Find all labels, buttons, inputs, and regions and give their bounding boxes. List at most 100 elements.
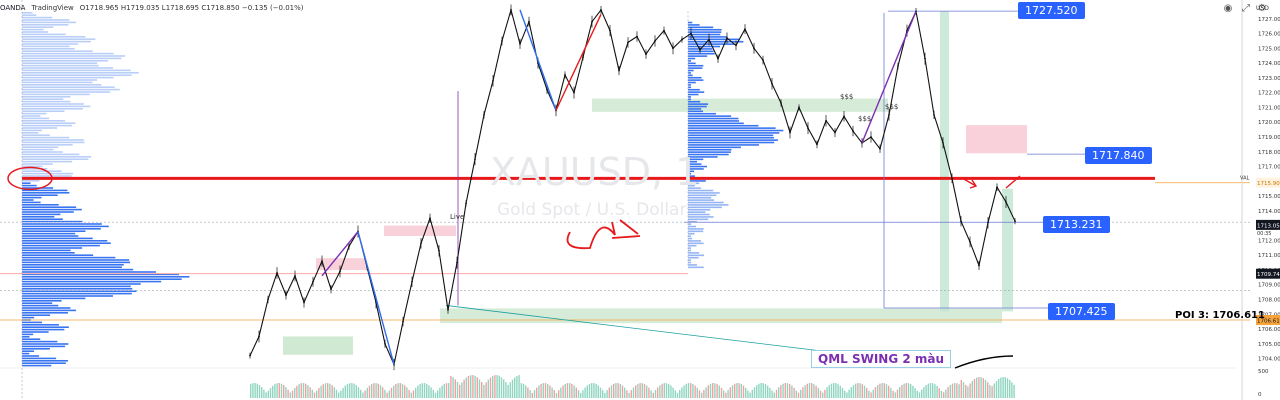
profile-bar bbox=[22, 158, 89, 160]
volume-bar bbox=[826, 387, 828, 398]
profile-bar bbox=[688, 103, 709, 105]
last-price-chip-bg bbox=[1256, 219, 1280, 230]
volume-bar bbox=[753, 387, 756, 398]
profile-bar bbox=[22, 300, 62, 302]
volume-bar bbox=[577, 390, 580, 398]
volume-bar bbox=[602, 390, 604, 398]
profile-bar bbox=[688, 36, 728, 38]
volume-bar bbox=[489, 377, 492, 398]
profile-bar bbox=[688, 81, 696, 84]
price-tag-1727: 1727.520 bbox=[1018, 2, 1085, 19]
profile-bar bbox=[688, 88, 700, 91]
profile-bar bbox=[688, 134, 774, 137]
volume-bar bbox=[324, 383, 327, 398]
volume-bar bbox=[338, 392, 340, 398]
volume-bar bbox=[553, 390, 555, 398]
volume-bar bbox=[566, 383, 569, 398]
profile-bar bbox=[688, 237, 693, 240]
volume-bar bbox=[806, 383, 808, 398]
profile-bar bbox=[688, 213, 710, 216]
volume-bar bbox=[498, 375, 500, 398]
profile-bar bbox=[22, 172, 74, 175]
profile-bar bbox=[22, 216, 55, 218]
profile-bar bbox=[688, 112, 716, 115]
profile-bar bbox=[688, 184, 695, 187]
fullscreen-icon[interactable]: ⤢ bbox=[1242, 3, 1250, 14]
volume-bar bbox=[346, 384, 349, 398]
profile-bar bbox=[22, 76, 114, 79]
settings-icon[interactable]: ⚙ bbox=[1257, 3, 1267, 14]
volume-bar bbox=[661, 383, 663, 398]
freehand-curve bbox=[954, 355, 1014, 369]
volume-bar bbox=[617, 383, 619, 398]
profile-bar bbox=[22, 244, 100, 247]
volume-bar bbox=[445, 383, 448, 398]
profile-bar bbox=[688, 38, 739, 41]
volume-bar bbox=[377, 383, 379, 398]
volume-bar bbox=[947, 387, 949, 398]
volume-bar bbox=[580, 392, 582, 398]
profile-bar bbox=[22, 336, 30, 338]
volume-bar bbox=[925, 385, 927, 398]
volume-bar bbox=[793, 387, 795, 398]
profile-bar bbox=[22, 218, 63, 220]
axis-currency-label: USD bbox=[1256, 5, 1269, 12]
price-axis[interactable]: USD 1727.000 1726.000 1725.000 1724.000 1723.… bbox=[1240, 0, 1280, 400]
platform-label: TradingView bbox=[31, 4, 74, 12]
volume-bar bbox=[690, 383, 692, 398]
volume-bar bbox=[267, 390, 269, 398]
volume-bar bbox=[525, 385, 527, 398]
volume-bar bbox=[954, 383, 956, 398]
profile-bar bbox=[22, 333, 34, 336]
volume-bar bbox=[879, 383, 881, 398]
volume-bar bbox=[643, 383, 646, 398]
volume-bar bbox=[687, 383, 690, 398]
volume-bar bbox=[421, 383, 423, 398]
camera-icon[interactable]: ◉ bbox=[1223, 3, 1233, 14]
volume-bar bbox=[780, 385, 782, 398]
profile-bar bbox=[688, 223, 692, 225]
volume-bar bbox=[786, 383, 789, 398]
volume-bar bbox=[276, 383, 278, 398]
volume-bar bbox=[859, 383, 861, 398]
volume-bar bbox=[967, 386, 969, 398]
volume-bar bbox=[511, 379, 514, 398]
volume-bar bbox=[329, 383, 331, 398]
profile-bar bbox=[22, 312, 68, 314]
profile-bar bbox=[22, 292, 132, 295]
profile-bar bbox=[22, 192, 70, 194]
profile-bar bbox=[688, 108, 702, 110]
volume-bar bbox=[269, 388, 272, 398]
volume-bar bbox=[712, 383, 714, 398]
volume-bar bbox=[943, 392, 945, 398]
profile-bar bbox=[22, 194, 58, 196]
volume-bar bbox=[456, 381, 459, 398]
volume-bar bbox=[621, 385, 624, 398]
volume-bar bbox=[872, 389, 874, 398]
profile-bar bbox=[22, 285, 131, 288]
profile-bar bbox=[688, 208, 711, 211]
axis-tick-label: 1719.000 bbox=[1258, 135, 1280, 141]
axis-tick-label: 1717.000 bbox=[1258, 165, 1280, 171]
swing-line bbox=[357, 231, 395, 365]
profile-bar bbox=[22, 72, 139, 74]
axis-tick-label: 1709.000 bbox=[1258, 283, 1280, 289]
profile-bar bbox=[688, 74, 693, 77]
profile-bar bbox=[22, 146, 59, 148]
volume-bar bbox=[663, 383, 665, 398]
volume-bar bbox=[395, 384, 397, 398]
volume-bar bbox=[448, 383, 450, 398]
volume-bar bbox=[912, 385, 914, 398]
price-series bbox=[249, 4, 1016, 371]
volume-bar bbox=[549, 385, 551, 398]
volume-bar bbox=[597, 385, 599, 398]
profile-bar bbox=[22, 105, 91, 108]
volume-bar bbox=[555, 392, 558, 398]
profile-bar bbox=[22, 352, 30, 355]
volume-bar bbox=[811, 383, 813, 398]
profile-bar bbox=[22, 81, 93, 84]
volume-bar bbox=[386, 392, 388, 398]
volume-bar bbox=[989, 384, 991, 398]
profile-bar bbox=[22, 122, 76, 124]
